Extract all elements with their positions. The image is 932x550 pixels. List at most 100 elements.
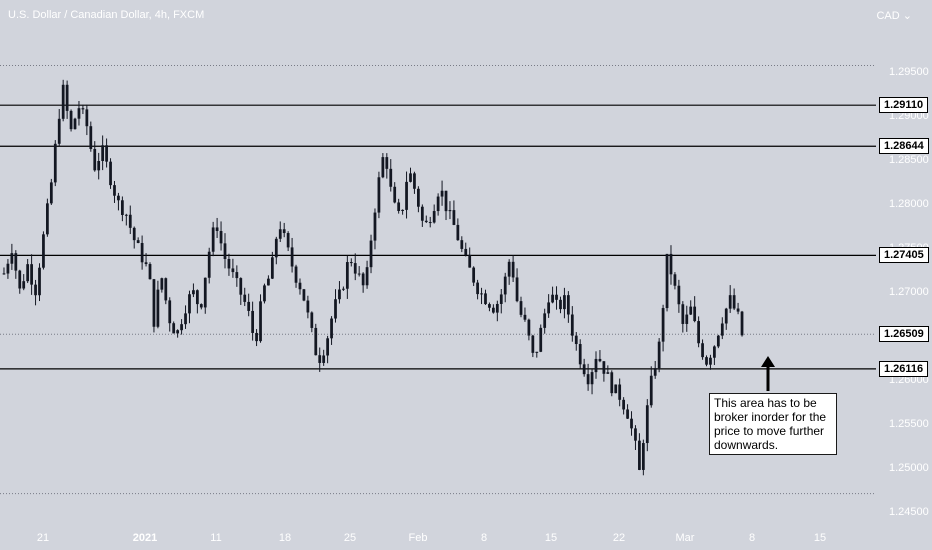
candle — [385, 153, 389, 179]
candle — [203, 277, 207, 314]
candle — [499, 288, 503, 314]
candle — [314, 323, 318, 356]
candle — [488, 302, 491, 312]
candle — [101, 135, 105, 171]
candle — [468, 247, 472, 268]
candle — [77, 100, 81, 126]
candlesticks — [2, 79, 744, 476]
candle — [381, 153, 385, 179]
candle — [172, 321, 176, 334]
candle — [681, 301, 685, 333]
candle — [740, 310, 744, 337]
candle — [148, 262, 152, 280]
candle — [318, 347, 322, 372]
candle — [140, 235, 144, 270]
candle — [527, 318, 531, 341]
candle — [495, 300, 499, 322]
candle — [30, 254, 33, 295]
candle — [610, 370, 614, 397]
candle — [85, 104, 89, 136]
candle — [401, 209, 404, 215]
level-label-2: 1.27405 — [879, 247, 929, 264]
candle — [432, 204, 436, 224]
candle — [389, 159, 393, 192]
candle — [555, 286, 558, 310]
candle — [369, 234, 373, 274]
candle — [207, 247, 211, 284]
candle — [480, 287, 483, 305]
candle — [227, 253, 231, 276]
candle — [491, 304, 495, 314]
candle — [188, 290, 191, 324]
candle — [18, 269, 22, 294]
candle — [673, 272, 677, 290]
y-tick-label: 1.29500 — [889, 66, 929, 78]
candle — [511, 255, 515, 283]
candle — [393, 182, 397, 204]
candle — [539, 324, 543, 353]
candle — [622, 397, 626, 415]
candle — [349, 258, 353, 267]
level-label-0: 1.29110 — [879, 97, 929, 114]
candle — [444, 190, 448, 221]
candle — [219, 221, 223, 251]
candle — [736, 302, 740, 315]
candle — [523, 307, 527, 322]
candle — [345, 255, 349, 299]
candle — [81, 104, 85, 115]
candle — [634, 425, 637, 450]
candle — [653, 360, 657, 379]
candle — [503, 272, 507, 303]
time-axis[interactable]: 21 2021 11 18 25 Feb 8 15 22 Mar 8 15 — [37, 532, 826, 544]
candle — [484, 289, 487, 305]
candle — [251, 301, 255, 341]
candle — [330, 316, 333, 345]
candle — [278, 221, 282, 243]
candle — [693, 296, 697, 323]
candle — [322, 349, 326, 366]
candle — [263, 283, 266, 304]
x-tick-label: 8 — [749, 532, 755, 544]
y-tick-label: 1.28000 — [889, 198, 929, 210]
candle — [594, 351, 598, 379]
annotation-note[interactable]: This area has to be broker inorder for t… — [709, 393, 837, 455]
candle — [6, 259, 10, 279]
chart-title: U.S. Dollar / Canadian Dollar, 4h, FXCM — [8, 9, 205, 21]
price-axis[interactable]: 1.295001.290001.285001.280001.275001.270… — [889, 66, 929, 518]
candle — [2, 267, 6, 275]
candle — [14, 250, 18, 279]
candle — [168, 297, 172, 332]
candle — [26, 259, 30, 284]
candle — [334, 289, 337, 323]
candle — [195, 289, 199, 314]
candle — [563, 287, 566, 319]
candle — [590, 369, 594, 395]
arrow-up-icon — [761, 356, 775, 391]
candle — [239, 277, 243, 305]
candle — [661, 304, 665, 352]
candle — [211, 221, 215, 257]
x-tick-label: 2021 — [133, 532, 157, 544]
x-tick-label: 8 — [481, 532, 487, 544]
candle — [306, 295, 310, 319]
candle — [649, 366, 653, 408]
candle — [728, 285, 732, 313]
chevron-down-icon: ⌄ — [902, 10, 912, 22]
candle — [570, 306, 574, 342]
candle — [164, 277, 168, 305]
candle — [152, 278, 156, 333]
currency-label[interactable]: CAD ⌄ — [876, 9, 912, 22]
candle — [713, 345, 716, 365]
candle — [424, 215, 428, 224]
candle — [507, 259, 511, 285]
candle — [574, 331, 578, 351]
candle — [176, 329, 180, 338]
candle — [582, 358, 586, 377]
candle — [259, 294, 262, 343]
candle — [515, 268, 519, 303]
candle — [705, 355, 708, 367]
candle — [452, 200, 456, 226]
candle — [724, 307, 728, 330]
candle — [685, 305, 689, 332]
